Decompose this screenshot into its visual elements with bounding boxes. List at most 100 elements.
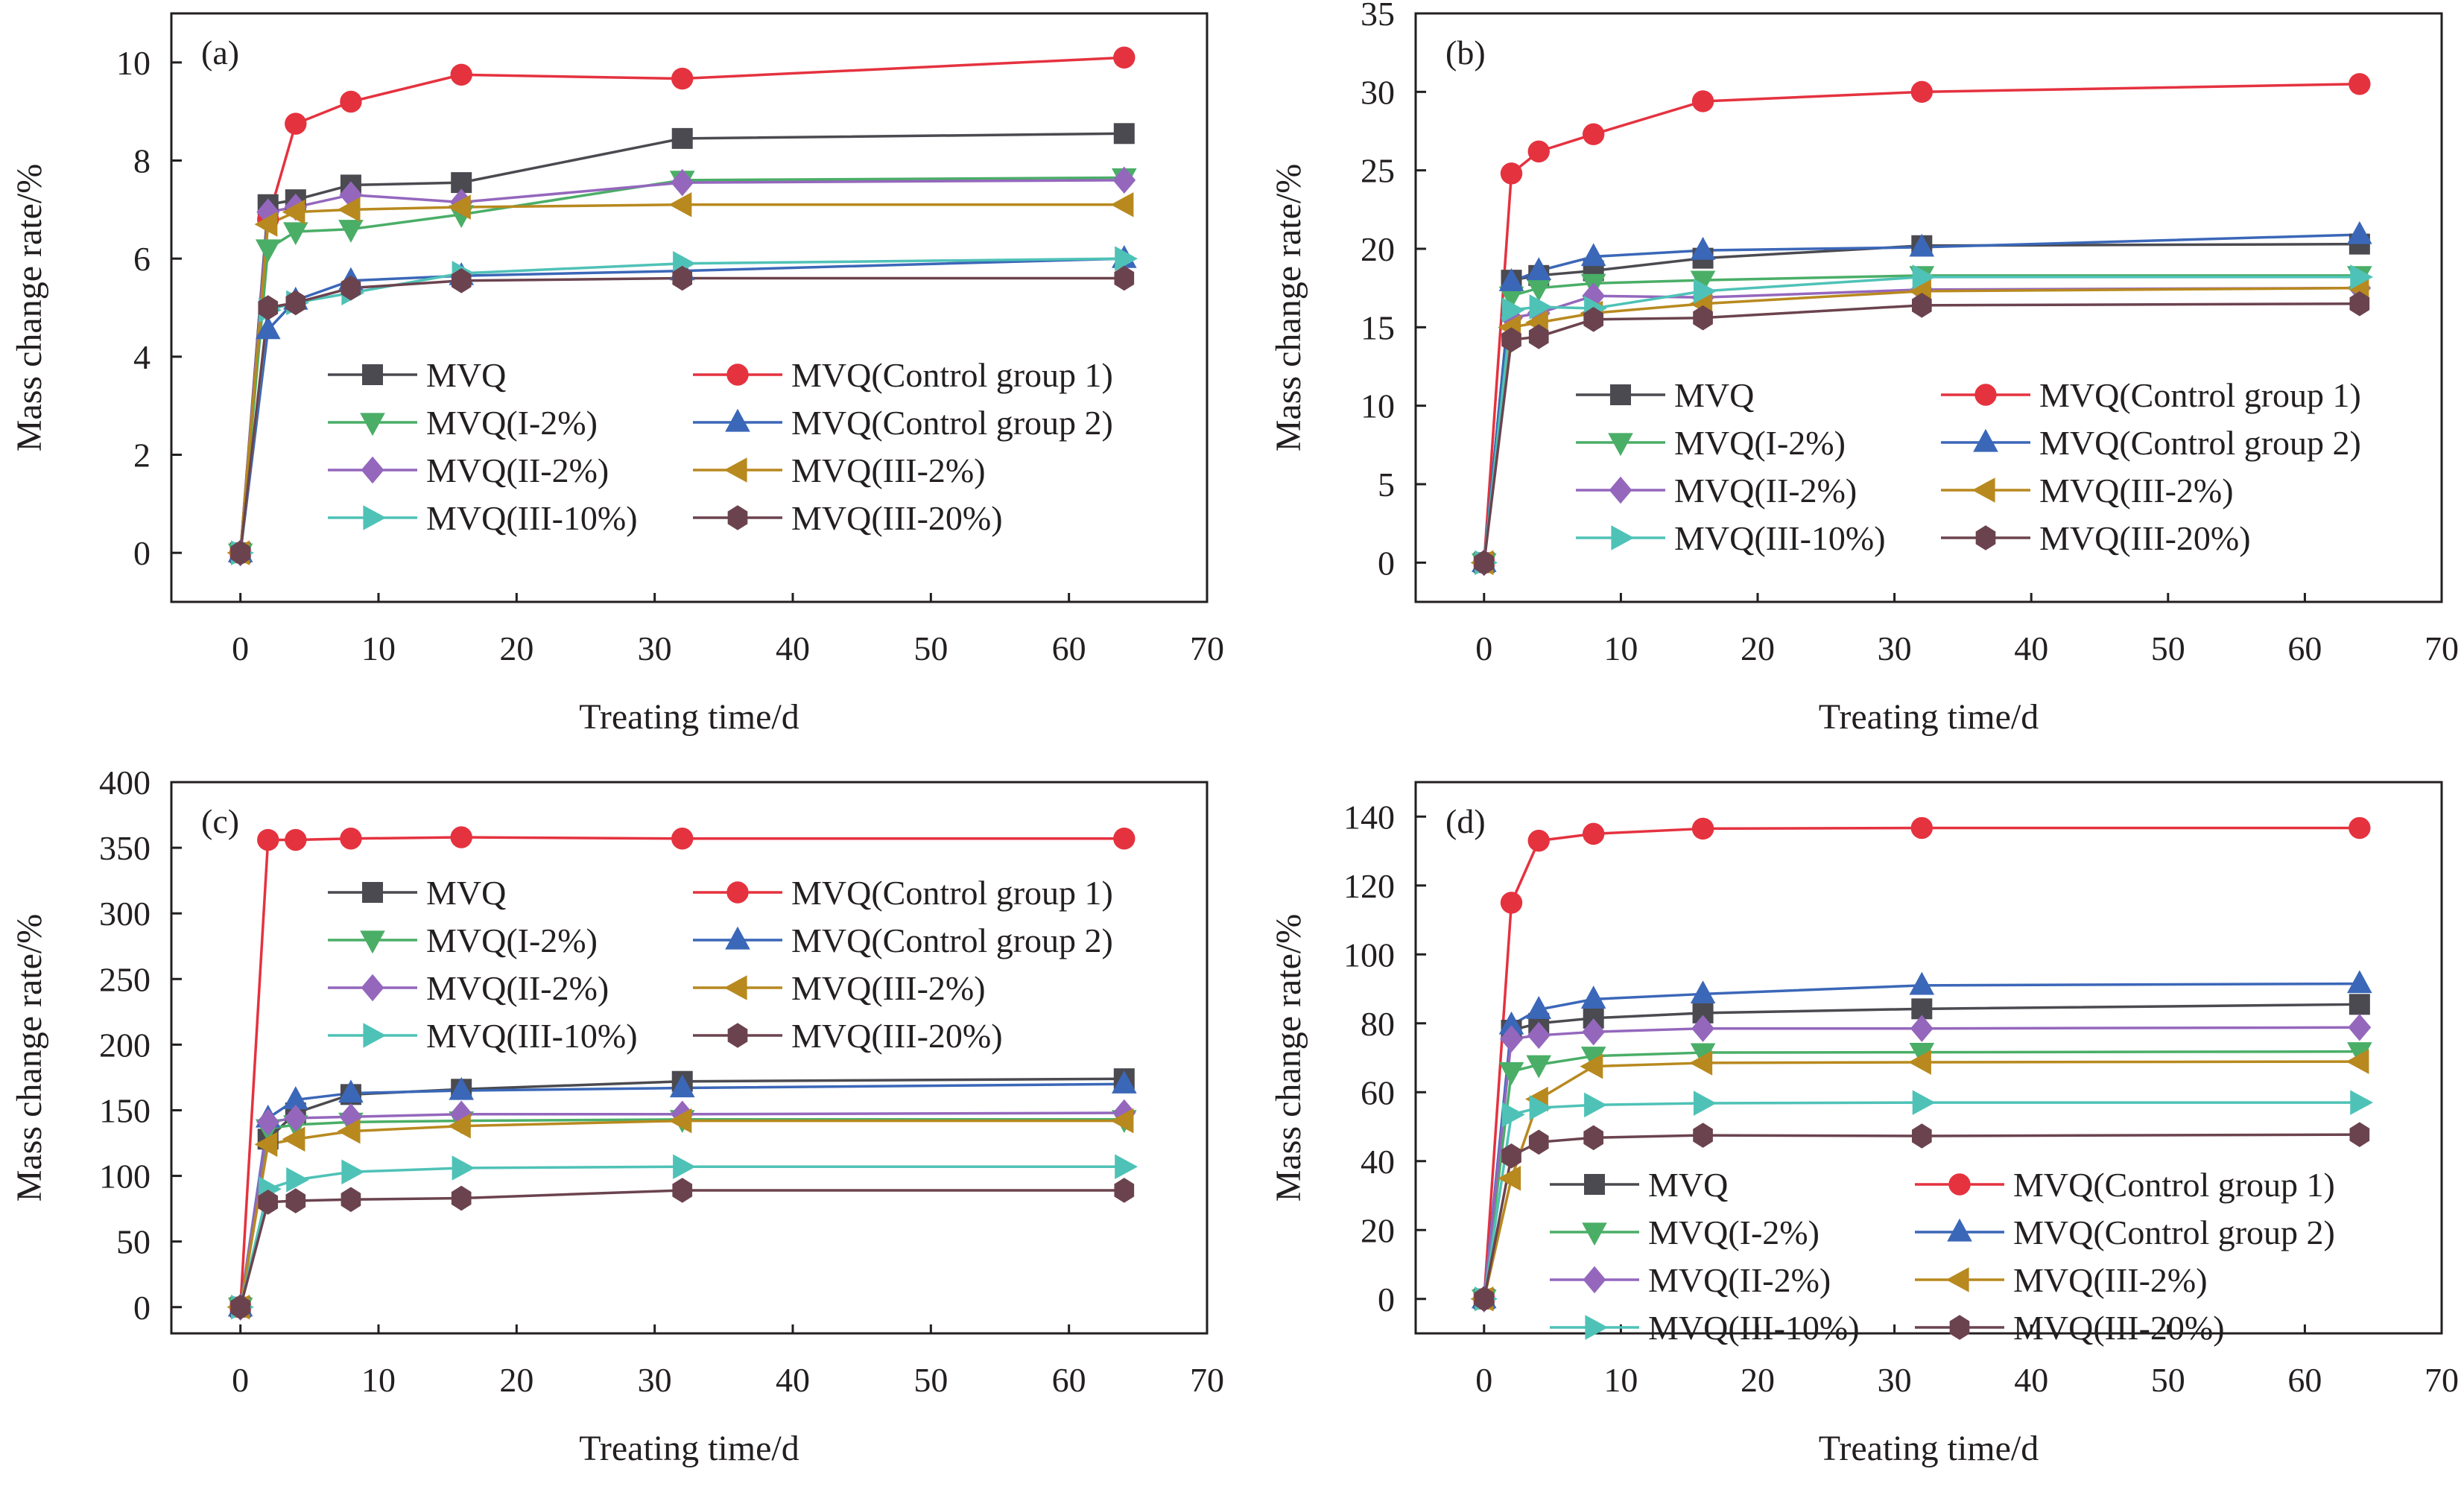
chart-svg: 0 10 20 30 40 50 60 70 0 20 40 60 80 100 120 140 Treatin… bbox=[1269, 781, 2459, 1468]
x-tick-label: 10 bbox=[1603, 629, 1638, 667]
legend-marker bbox=[723, 457, 747, 483]
data-point bbox=[1690, 980, 1716, 1004]
x-axis-title: Treating time/d bbox=[1819, 697, 2039, 737]
x-tick-label: 40 bbox=[776, 629, 810, 667]
data-point bbox=[2349, 73, 2371, 95]
data-point bbox=[282, 1126, 305, 1152]
data-point bbox=[283, 222, 308, 246]
data-point bbox=[1909, 233, 1935, 257]
legend-marker bbox=[1973, 428, 1998, 452]
legend-marker bbox=[1583, 1266, 1606, 1294]
legend-item-mvq: MVQ bbox=[1576, 376, 1754, 414]
data-point bbox=[341, 1187, 361, 1213]
x-tick-label: 20 bbox=[1741, 1361, 1775, 1399]
x-tick-label: 40 bbox=[2014, 1361, 2048, 1399]
data-point bbox=[286, 1167, 309, 1193]
legend-marker bbox=[362, 364, 383, 385]
legend: MVQ MVQ(Control group 1) MVQ(I-2%) MVQ(Cont… bbox=[1576, 376, 2361, 557]
series-mvq-ii-2 bbox=[238, 1111, 1124, 1308]
chart-svg: 0 10 20 30 40 50 60 70 0 5 10 15 20 25 30 35 Treating ti… bbox=[1269, 0, 2459, 737]
legend-item-mvq-iii-10: MVQ(III-10%) bbox=[1576, 519, 1886, 557]
data-point bbox=[1526, 996, 1552, 1019]
legend-marker bbox=[363, 505, 387, 530]
legend-item-mvq-control-group-1: MVQ(Control group 1) bbox=[1915, 1166, 2335, 1204]
x-tick-label: 50 bbox=[913, 1361, 948, 1399]
legend-item-mvq-iii-20: MVQ(III-20%) bbox=[693, 499, 1003, 537]
data-point bbox=[285, 112, 307, 135]
data-point bbox=[256, 1108, 280, 1136]
legend-item-mvq-ii-2: MVQ(II-2%) bbox=[328, 969, 609, 1007]
data-point bbox=[282, 199, 305, 225]
markers-mvq-iii-10 bbox=[231, 1154, 1138, 1320]
data-point bbox=[668, 191, 692, 218]
data-point bbox=[258, 295, 279, 320]
chart-panel-d: 0 10 20 30 40 50 60 70 0 20 40 60 80 100 120 140 Treatin… bbox=[1229, 745, 2464, 1498]
data-point bbox=[1911, 1123, 1932, 1149]
y-tick-label: 0 bbox=[133, 1289, 151, 1327]
data-point bbox=[1527, 829, 1550, 852]
data-point bbox=[1500, 1025, 1523, 1053]
x-tick-label: 70 bbox=[2425, 629, 2459, 667]
x-tick-label: 60 bbox=[2287, 1361, 2322, 1399]
legend-label: MVQ bbox=[1674, 376, 1754, 414]
data-point bbox=[257, 828, 279, 851]
x-tick-label: 40 bbox=[2014, 629, 2048, 667]
legend-item-mvq-i-2: MVQ(I-2%) bbox=[328, 921, 598, 959]
legend-label: MVQ(II-2%) bbox=[1648, 1261, 1831, 1299]
markers-mvq-iii-20 bbox=[1474, 291, 2370, 576]
legend-label: MVQ(III-2%) bbox=[2039, 472, 2234, 510]
series-mvq-iii-2 bbox=[238, 1119, 1124, 1308]
y-tick-label: 100 bbox=[99, 1158, 151, 1196]
data-point bbox=[337, 197, 361, 223]
legend-label: MVQ(II-2%) bbox=[426, 969, 609, 1007]
legend-marker bbox=[727, 1023, 748, 1048]
legend-marker bbox=[1585, 1315, 1609, 1340]
legend-marker bbox=[1974, 384, 1997, 406]
markers-mvq-iii-20 bbox=[230, 265, 1135, 565]
legend-label: MVQ(II-2%) bbox=[426, 451, 609, 489]
data-point bbox=[1690, 270, 1716, 294]
legend-item-mvq-control-group-2: MVQ(Control group 2) bbox=[693, 404, 1113, 442]
data-point bbox=[254, 212, 278, 237]
x-tick-label: 70 bbox=[2425, 1361, 2459, 1399]
x-tick-label: 50 bbox=[2151, 1361, 2185, 1399]
legend: MVQ MVQ(Control group 1) MVQ(I-2%) MVQ(Cont… bbox=[328, 874, 1113, 1055]
chart-svg: 0 10 20 30 40 50 60 70 0 2 4 6 8 10 Treating time/d Mas… bbox=[10, 12, 1224, 737]
markers-mvq-control-group-2 bbox=[1472, 970, 2372, 1309]
legend: MVQ MVQ(Control group 1) MVQ(I-2%) MVQ(Cont… bbox=[328, 356, 1113, 537]
chart-panel-c: 0 10 20 30 40 50 60 70 0 50 100 150 200 250 300 350 400 T… bbox=[0, 745, 1229, 1498]
data-point bbox=[1693, 1123, 1713, 1148]
legend-marker bbox=[1971, 477, 1995, 503]
legend-marker bbox=[362, 882, 383, 903]
y-tick-label: 50 bbox=[116, 1223, 151, 1261]
data-point bbox=[285, 1188, 306, 1213]
y-axis-title: Mass change rate/% bbox=[1269, 914, 1308, 1202]
legend-label: MVQ(Control group 2) bbox=[2013, 1213, 2335, 1251]
data-point bbox=[1693, 279, 1717, 304]
chart-svg: 0 10 20 30 40 50 60 70 0 50 100 150 200 250 300 350 400 T… bbox=[10, 764, 1224, 1468]
legend-marker bbox=[723, 975, 747, 1000]
y-tick-label: 15 bbox=[1361, 308, 1395, 346]
data-point bbox=[1527, 1021, 1551, 1050]
data-point bbox=[256, 198, 280, 226]
legend-marker bbox=[361, 456, 384, 484]
legend-marker bbox=[363, 1023, 387, 1048]
data-point bbox=[1501, 1102, 1525, 1128]
x-tick-label: 60 bbox=[1052, 1361, 1086, 1399]
y-tick-label: 8 bbox=[133, 142, 151, 180]
data-point bbox=[1529, 1095, 1553, 1120]
data-point bbox=[449, 1076, 474, 1100]
data-point bbox=[1528, 1129, 1549, 1155]
data-point bbox=[1691, 1015, 1714, 1042]
data-point bbox=[1113, 46, 1136, 69]
x-tick-label: 0 bbox=[1475, 629, 1492, 667]
legend-marker bbox=[1582, 1222, 1607, 1246]
data-point bbox=[1526, 1055, 1552, 1079]
x-tick-label: 30 bbox=[638, 1361, 672, 1399]
legend-item-mvq-ii-2: MVQ(II-2%) bbox=[328, 451, 609, 489]
data-point bbox=[671, 127, 693, 149]
markers-mvq-iii-20 bbox=[230, 1178, 1135, 1320]
legend-label: MVQ(Control group 1) bbox=[2013, 1166, 2335, 1204]
data-point bbox=[2346, 1049, 2369, 1074]
y-tick-label: 2 bbox=[133, 437, 151, 475]
